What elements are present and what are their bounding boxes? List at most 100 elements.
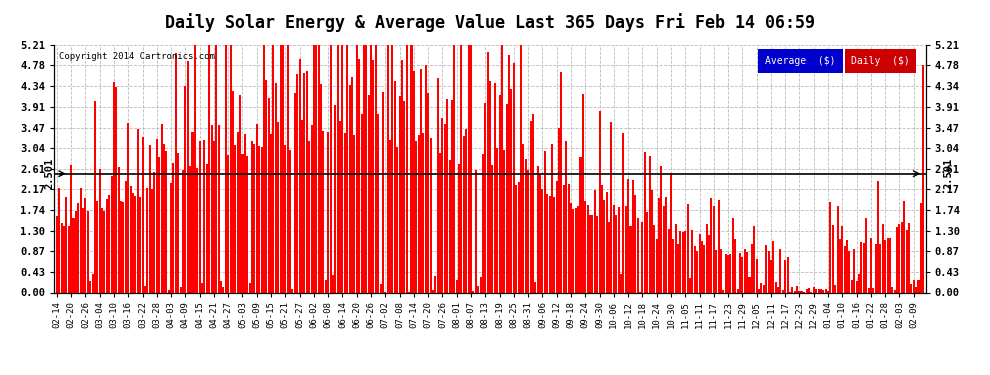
- Bar: [477, 286, 479, 292]
- Bar: [103, 211, 106, 292]
- Bar: [294, 93, 296, 292]
- Bar: [432, 290, 434, 292]
- Bar: [855, 281, 857, 292]
- Bar: [750, 244, 753, 292]
- Bar: [606, 192, 608, 292]
- Bar: [203, 140, 205, 292]
- Bar: [72, 217, 74, 292]
- Bar: [546, 194, 548, 292]
- Bar: [287, 45, 289, 292]
- Bar: [679, 231, 681, 292]
- Bar: [872, 288, 874, 292]
- Bar: [620, 274, 622, 292]
- Bar: [689, 278, 691, 292]
- Bar: [491, 165, 493, 292]
- Bar: [175, 53, 177, 292]
- Bar: [518, 182, 520, 292]
- Bar: [363, 45, 365, 292]
- Bar: [711, 198, 713, 292]
- Bar: [279, 45, 281, 292]
- Bar: [194, 45, 196, 292]
- Bar: [353, 135, 355, 292]
- Bar: [201, 283, 203, 292]
- Bar: [215, 45, 218, 292]
- Text: Daily  ($): Daily ($): [851, 56, 910, 66]
- Bar: [818, 289, 820, 292]
- Bar: [130, 186, 132, 292]
- Bar: [87, 210, 89, 292]
- Bar: [730, 254, 732, 292]
- Bar: [394, 81, 396, 292]
- Bar: [655, 239, 657, 292]
- Bar: [151, 189, 153, 292]
- Bar: [444, 124, 446, 292]
- Bar: [96, 201, 98, 292]
- Bar: [544, 152, 545, 292]
- Bar: [720, 249, 722, 292]
- Bar: [646, 212, 648, 292]
- Bar: [520, 45, 522, 292]
- Bar: [579, 157, 581, 292]
- Bar: [920, 203, 922, 292]
- Bar: [527, 170, 529, 292]
- Bar: [479, 277, 481, 292]
- Bar: [439, 153, 442, 292]
- Bar: [123, 202, 125, 292]
- Bar: [327, 132, 330, 292]
- Bar: [184, 86, 186, 292]
- Bar: [906, 230, 908, 292]
- Bar: [899, 224, 901, 292]
- Bar: [313, 45, 315, 292]
- Bar: [777, 288, 779, 292]
- Bar: [511, 89, 513, 292]
- Bar: [727, 255, 729, 292]
- Bar: [451, 100, 453, 292]
- Bar: [642, 222, 644, 292]
- Bar: [137, 129, 139, 292]
- Bar: [565, 141, 567, 292]
- Bar: [370, 45, 372, 292]
- Bar: [487, 52, 489, 292]
- Bar: [227, 154, 230, 292]
- Bar: [160, 124, 162, 292]
- Bar: [782, 290, 784, 292]
- Bar: [320, 84, 322, 292]
- Bar: [839, 239, 841, 292]
- Bar: [472, 291, 474, 292]
- Bar: [335, 105, 337, 292]
- Bar: [425, 65, 427, 292]
- Bar: [272, 45, 274, 292]
- Bar: [613, 205, 615, 292]
- Bar: [891, 287, 893, 292]
- Bar: [270, 134, 272, 292]
- Bar: [475, 170, 477, 292]
- Bar: [508, 56, 510, 292]
- Bar: [91, 274, 93, 292]
- Bar: [760, 283, 762, 292]
- Bar: [232, 91, 234, 292]
- Bar: [413, 71, 415, 292]
- Bar: [791, 287, 793, 292]
- Bar: [623, 134, 625, 292]
- Bar: [482, 153, 484, 292]
- Bar: [815, 289, 817, 292]
- Bar: [75, 211, 77, 292]
- Bar: [767, 251, 769, 292]
- Bar: [325, 280, 327, 292]
- Bar: [494, 83, 496, 292]
- Bar: [677, 244, 679, 292]
- Bar: [235, 145, 237, 292]
- Bar: [263, 45, 265, 292]
- Bar: [120, 201, 122, 292]
- Bar: [877, 182, 879, 292]
- Bar: [489, 81, 491, 292]
- Bar: [237, 132, 239, 292]
- Bar: [199, 141, 201, 292]
- Bar: [167, 291, 169, 292]
- Bar: [553, 197, 555, 292]
- Bar: [435, 276, 437, 292]
- Bar: [118, 167, 120, 292]
- Bar: [699, 234, 701, 292]
- Bar: [746, 252, 748, 292]
- Bar: [801, 291, 803, 292]
